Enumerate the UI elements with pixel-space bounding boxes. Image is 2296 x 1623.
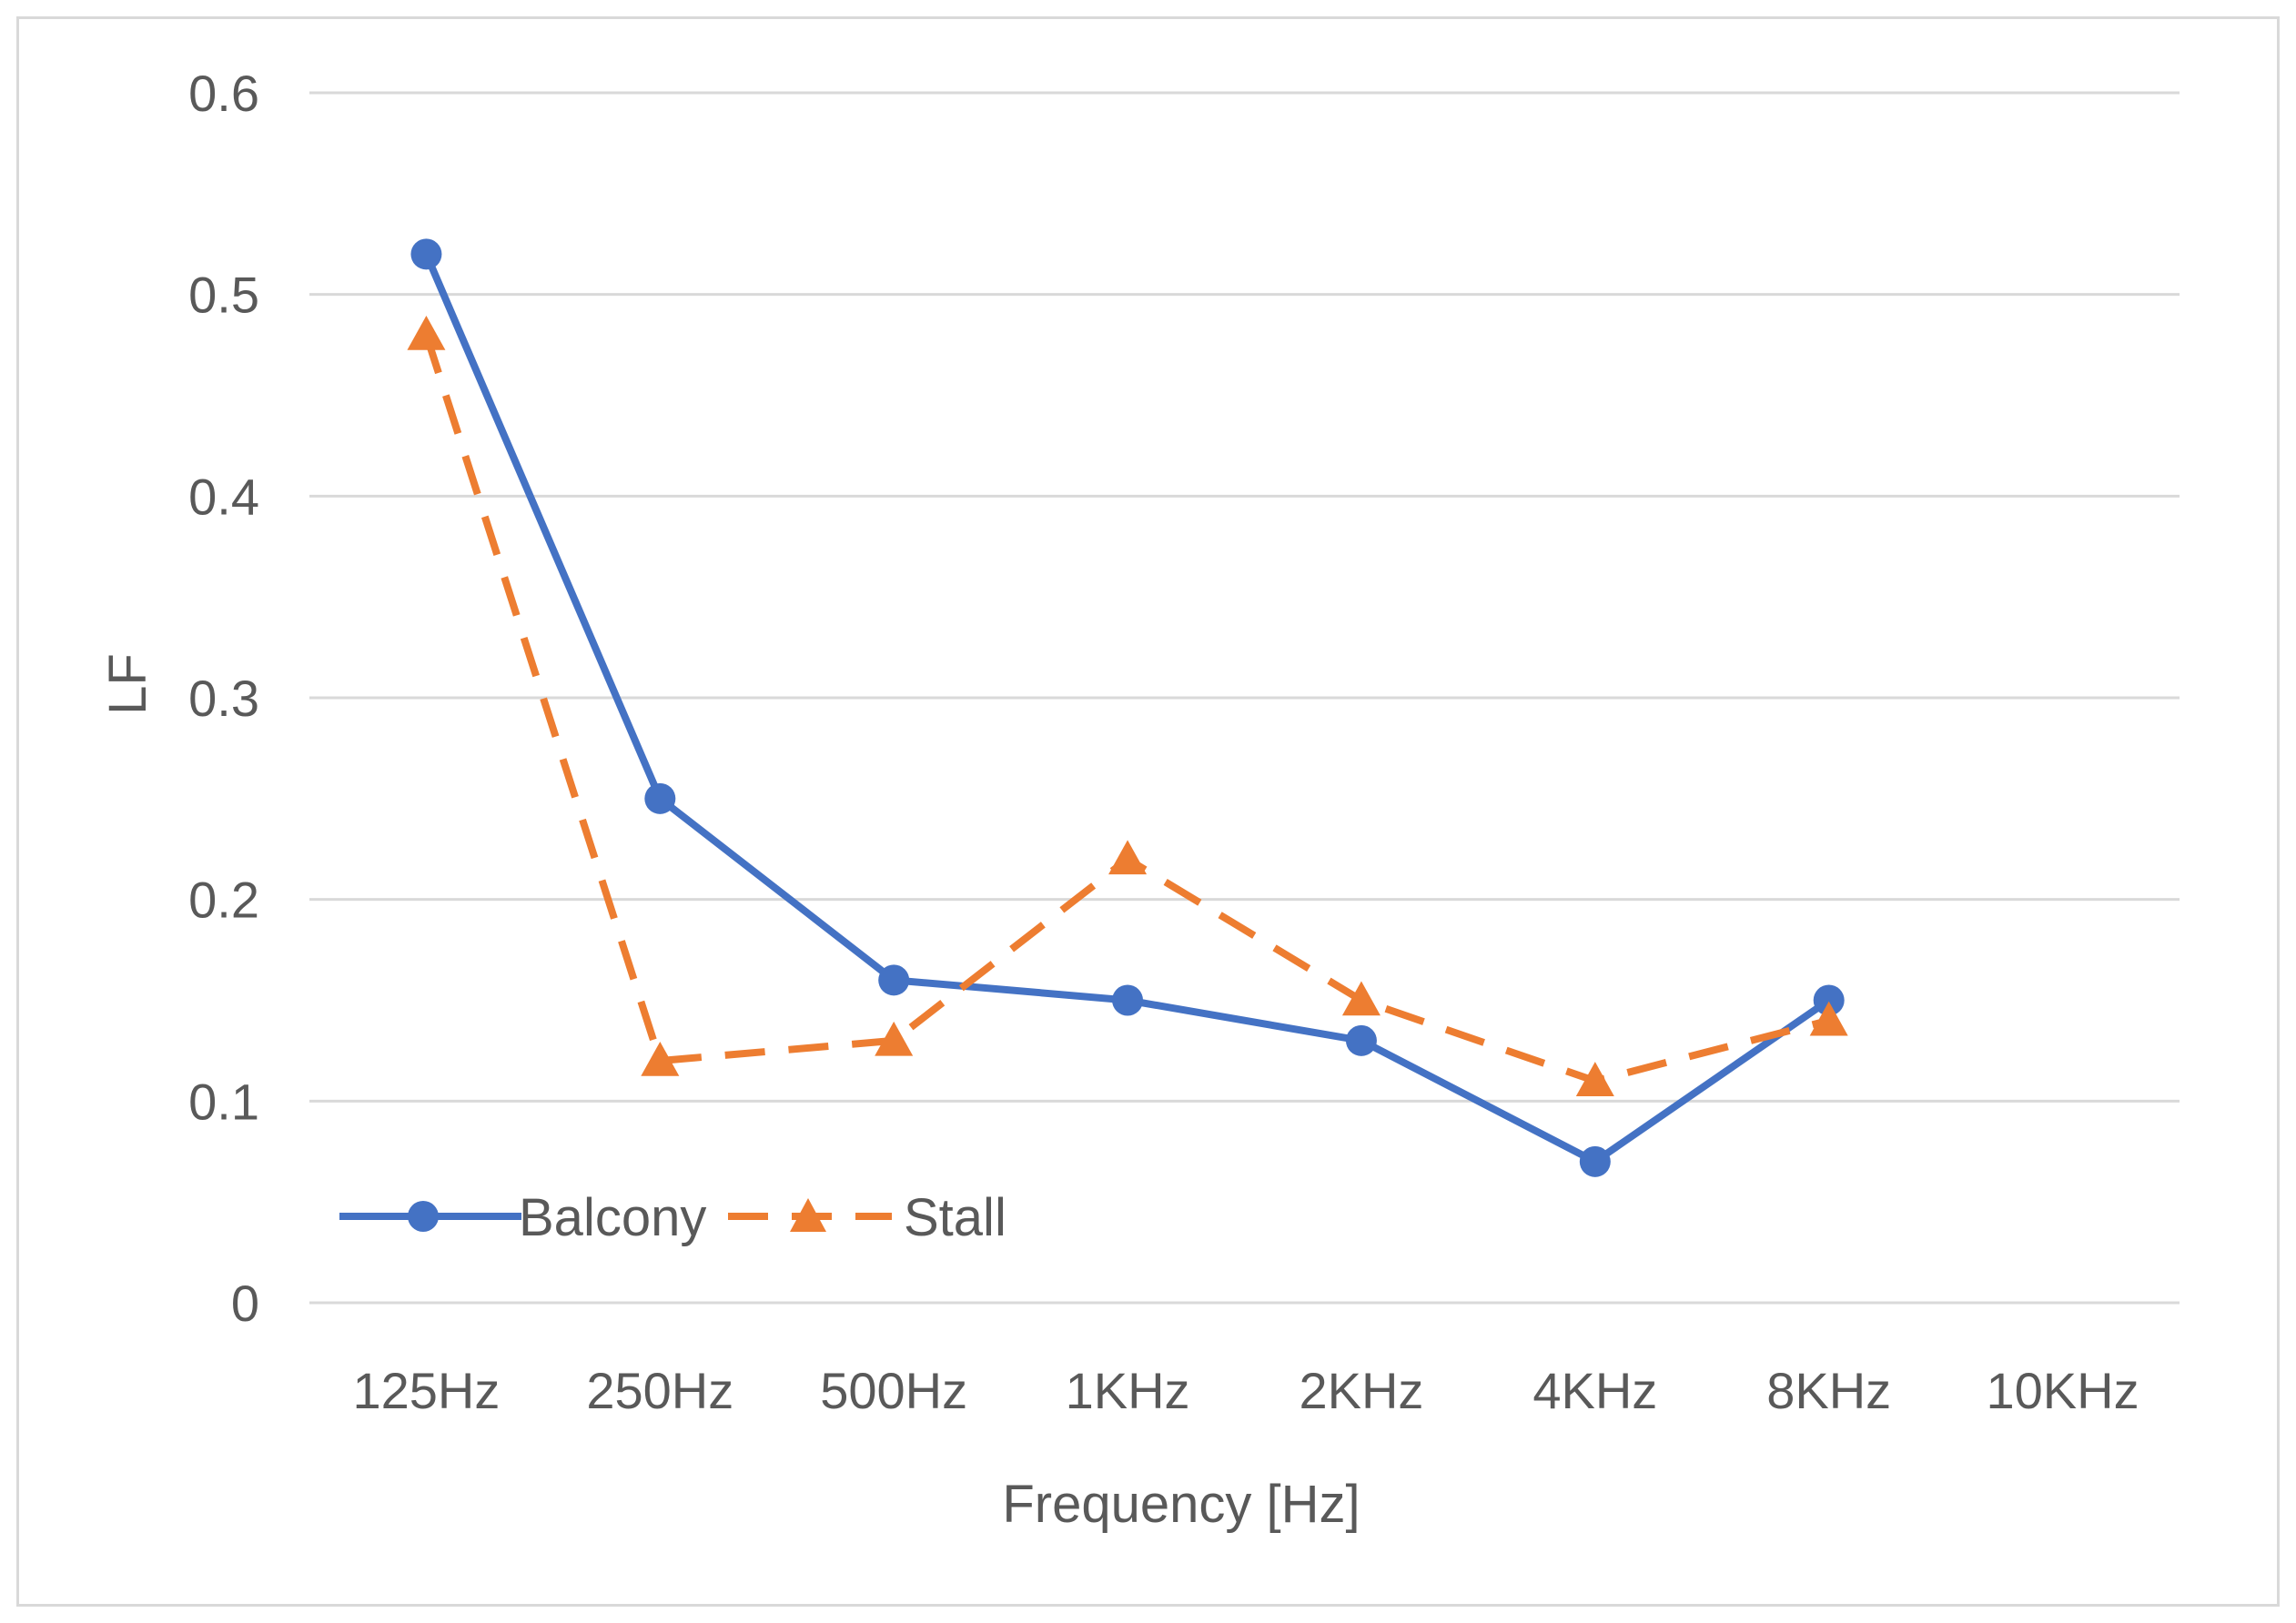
- data-point-balcony-3: [1112, 984, 1144, 1016]
- data-point-balcony-1: [644, 782, 676, 814]
- x-tick-label: 8KHz: [1766, 1362, 1891, 1419]
- legend-label-stall: Stall: [904, 1188, 1006, 1247]
- x-tick-label: 500Hz: [820, 1362, 967, 1419]
- y-tick-label: 0.5: [188, 267, 259, 324]
- chart-frame: [16, 16, 2280, 1607]
- data-point-balcony-2: [878, 964, 910, 996]
- y-tick-label: 0.3: [188, 670, 259, 727]
- data-point-stall-0: [407, 316, 446, 350]
- data-point-balcony-6: [1813, 984, 1845, 1016]
- x-axis-ticks: 125Hz 250Hz 500Hz 1KHz 2KHz 4KHz 8KHz 10KHz: [353, 1362, 2139, 1419]
- data-point-stall-6: [1809, 1001, 1848, 1036]
- data-point-stall-3: [1108, 840, 1148, 875]
- legend-marker-balcony: [408, 1201, 439, 1232]
- x-tick-label: 250Hz: [586, 1362, 733, 1419]
- series-layer: [407, 238, 1848, 1177]
- x-tick-label: 125Hz: [353, 1362, 501, 1419]
- x-tick-label: 10KHz: [1987, 1362, 2139, 1419]
- legend: Balcony Stall: [339, 1188, 1006, 1247]
- series-line-balcony: [422, 252, 1831, 1165]
- data-point-stall-2: [875, 1021, 914, 1056]
- data-point-balcony-0: [410, 238, 442, 270]
- legend-label-balcony: Balcony: [519, 1188, 706, 1247]
- data-point-stall-4: [1341, 981, 1381, 1016]
- legend-item-balcony: Balcony: [339, 1188, 706, 1247]
- data-point-stall-5: [1575, 1062, 1614, 1096]
- series-balcony: [410, 238, 1845, 1177]
- x-tick-label: 2KHz: [1299, 1362, 1423, 1419]
- data-point-stall-1: [641, 1042, 680, 1076]
- data-point-balcony-5: [1579, 1145, 1611, 1177]
- legend-item-stall: Stall: [728, 1188, 1006, 1247]
- series-line-stall: [422, 333, 1830, 1085]
- x-tick-label: 1KHz: [1066, 1362, 1190, 1419]
- y-tick-label: 0.1: [188, 1073, 259, 1130]
- y-axis-title: LF: [98, 653, 157, 715]
- y-tick-label: 0.6: [188, 65, 259, 122]
- series-stall: [407, 316, 1848, 1096]
- legend-marker-stall: [790, 1198, 826, 1232]
- x-axis-title: Frequency [Hz]: [1002, 1475, 1360, 1534]
- x-tick-label: 4KHz: [1532, 1362, 1657, 1419]
- data-point-balcony-4: [1345, 1024, 1377, 1056]
- gridlines: [309, 91, 2180, 1305]
- y-axis-ticks: 0 0.1 0.2 0.3 0.4 0.5 0.6: [188, 65, 259, 1332]
- y-tick-label: 0: [231, 1275, 259, 1332]
- y-tick-label: 0.2: [188, 872, 259, 929]
- y-tick-label: 0.4: [188, 468, 259, 525]
